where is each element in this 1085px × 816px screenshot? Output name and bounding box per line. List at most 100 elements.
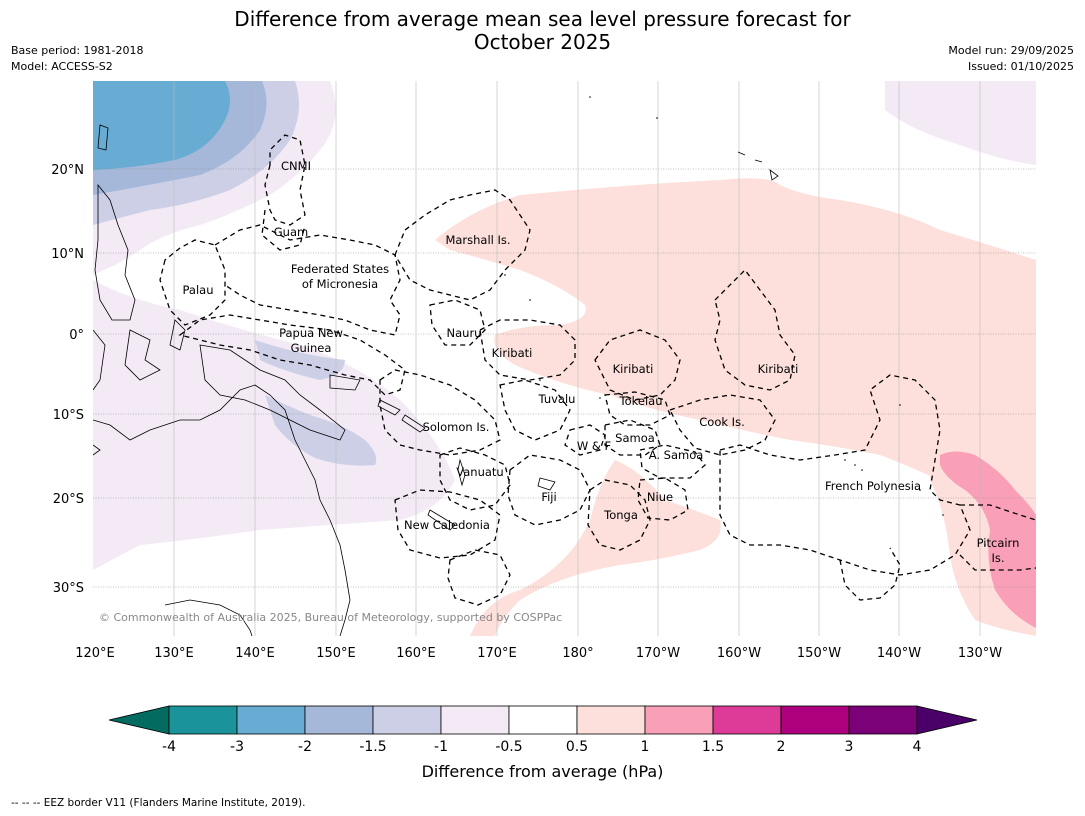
- colorbar-segment: [780, 705, 850, 735]
- bismarck-coast: [329, 374, 361, 391]
- label-palau: Palau: [183, 283, 214, 297]
- lon-label: 160°E: [396, 646, 436, 661]
- island-dot: [499, 261, 501, 263]
- meta-left: Base period: 1981-2018 Model: ACCESS-S2: [11, 43, 143, 75]
- meta-right: Model run: 29/09/2025 Issued: 01/10/2025: [948, 43, 1074, 75]
- gridlines: [93, 81, 1036, 636]
- island-dot: [984, 544, 986, 546]
- new-zealand-coast: [164, 599, 253, 636]
- label-nauru: Nauru: [447, 326, 482, 340]
- eez-tuvalu: [499, 379, 571, 441]
- label-samoa: Samoa: [615, 431, 655, 445]
- model-run: Model run: 29/09/2025: [948, 44, 1074, 57]
- eez-marshall: [394, 189, 531, 301]
- eez-tonga: [587, 479, 651, 551]
- label-tonga: Tonga: [603, 508, 638, 522]
- label-solomon: Solomon Is.: [423, 420, 490, 434]
- island-dot: [919, 489, 921, 491]
- label-fiji: Fiji: [541, 490, 556, 504]
- island-dot: [589, 96, 591, 98]
- colorbar-segment: [508, 705, 578, 735]
- eez-cook: [669, 394, 776, 456]
- lon-label: 140°W: [877, 646, 921, 661]
- halmahera-coast: [169, 319, 186, 351]
- taiwan-coast: [97, 124, 109, 151]
- anomaly-field-neg05-south: [93, 280, 455, 570]
- lon-label: 180°: [562, 646, 593, 661]
- australia-coast: [93, 384, 351, 636]
- model-name: Model: ACCESS-S2: [11, 60, 113, 73]
- colorbar-tick: -4: [162, 739, 176, 755]
- label-tuvalu: Tuvalu: [538, 392, 576, 406]
- colorbar-tick: 4: [913, 739, 922, 755]
- label-tokelau: Tokelau: [619, 394, 663, 408]
- lon-label: 160°W: [717, 646, 761, 661]
- lon-label: 150°E: [316, 646, 356, 661]
- eez-fsm: [214, 224, 401, 336]
- colorbar-segment: [372, 705, 442, 735]
- eez-tokelau: [604, 391, 671, 426]
- anomaly-field-pos1: [940, 451, 1036, 628]
- label-vanuatu: Vanuatu: [456, 465, 503, 479]
- label-wallis-futuna: W & F: [577, 439, 611, 453]
- colorbar-ticks: -4 -3 -2 -1.5 -1 -0.5 0.5 1 1.5 2 3 4: [162, 739, 922, 755]
- eez-nauru: [429, 299, 486, 346]
- eez-fiji: [507, 454, 591, 526]
- label-kiribati-central: Kiribati: [613, 362, 654, 376]
- island-dot: [599, 397, 601, 399]
- island-dot: [942, 514, 944, 516]
- lon-label: 130°W: [958, 646, 1002, 661]
- lon-label: 170°E: [477, 646, 517, 661]
- small-islands: [499, 96, 986, 546]
- vanuatu-coast: [457, 458, 466, 487]
- colorbar-tick: 1.5: [702, 739, 724, 755]
- colorbar-segment: [848, 705, 918, 735]
- new-caledonia-coast: [427, 509, 456, 531]
- eez-legend-note: -- -- -- EEZ border V11 (Flanders Marine…: [11, 797, 306, 809]
- lon-label: 150°W: [797, 646, 841, 661]
- eez-niue: [637, 477, 689, 521]
- label-fsm-1: Federated States: [291, 262, 389, 276]
- colorbar-tick: 3: [845, 739, 854, 755]
- island-dot: [854, 464, 856, 466]
- colorbar-tick: -0.5: [495, 739, 522, 755]
- issued-date: Issued: 01/10/2025: [967, 60, 1074, 73]
- lon-axis: 120°E 130°E 140°E 150°E 160°E 170°E 180°…: [75, 646, 1002, 661]
- label-new-caledonia: New Caledonia: [404, 518, 490, 532]
- colorbar-segment: [440, 705, 510, 735]
- label-fsm-2: of Micronesia: [302, 277, 378, 291]
- colorbar: [108, 705, 978, 735]
- label-pitcairn-1: Pitcairn: [977, 536, 1020, 550]
- label-png-2: Guinea: [291, 341, 332, 355]
- colorbar-tick: 2: [777, 739, 786, 755]
- island-dot: [529, 299, 531, 301]
- colorbar-extend-low: [108, 705, 170, 735]
- lon-label: 140°E: [235, 646, 275, 661]
- copyright-notice: © Commonwealth of Australia 2025, Bureau…: [99, 611, 562, 624]
- eez-kiribati-central: [594, 329, 681, 401]
- region-labels: CNMI Guam Marshall Is. Federated States …: [183, 159, 1020, 565]
- label-french-polynesia: French Polynesia: [825, 479, 921, 493]
- lon-label: 130°E: [154, 646, 194, 661]
- island-dot: [899, 404, 901, 406]
- eez-cnmi: [264, 134, 306, 226]
- sulawesi-coast: [124, 329, 161, 381]
- colorbar-segment: [304, 705, 374, 735]
- island-dot: [539, 379, 541, 381]
- colorbar-extend-high: [916, 705, 978, 735]
- colorbar-segment: [168, 705, 238, 735]
- anomaly-fields: [93, 81, 1036, 636]
- island-dot: [504, 274, 506, 276]
- lon-label: 170°W: [636, 646, 680, 661]
- colorbar-tick: 0.5: [566, 739, 588, 755]
- colorbar-segment: [576, 705, 646, 735]
- island-dot: [861, 469, 863, 471]
- label-niue: Niue: [647, 490, 673, 504]
- lat-label: 10°S: [53, 408, 84, 423]
- label-kiribati-east: Kiribati: [758, 362, 799, 376]
- title-line-1: Difference from average mean sea level p…: [234, 7, 851, 31]
- title-line-2: October 2025: [473, 30, 612, 54]
- eez-southern-arc: [839, 547, 901, 601]
- australia-gulf-coast: [93, 444, 101, 456]
- eez-pitcairn: [959, 504, 1036, 571]
